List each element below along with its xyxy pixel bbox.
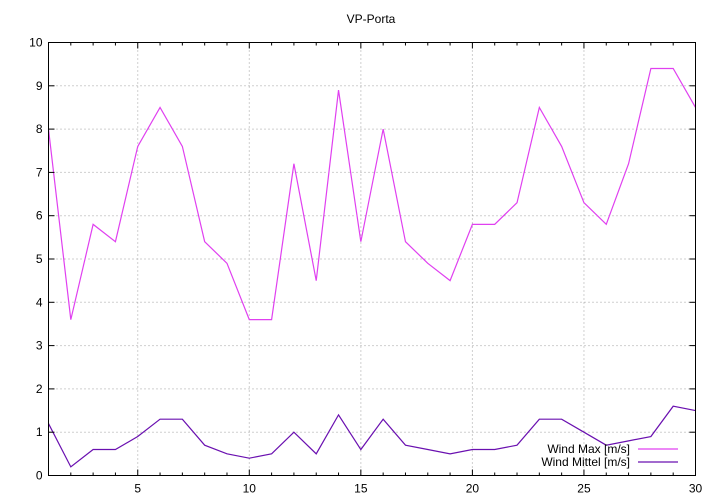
y-tick-label: 9 (36, 79, 43, 93)
legend: Wind Max [m/s]Wind Mittel [m/s] (541, 442, 678, 469)
y-tick-label: 6 (36, 209, 43, 223)
legend-label-wind-mittel: Wind Mittel [m/s] (541, 455, 630, 469)
y-tick-label: 10 (29, 36, 43, 50)
y-tick-label: 1 (36, 425, 43, 439)
y-tick-label: 8 (36, 122, 43, 136)
x-tick-label: 5 (134, 482, 141, 496)
series-line-wind-mittel (47, 405, 696, 468)
x-tick-label: 30 (689, 482, 703, 496)
y-tick-label: 0 (36, 469, 43, 483)
x-tick-label: 25 (577, 482, 591, 496)
axis-ticks: 0 1 2 3 4 5 6 7 8 9 10 5 10 15 20 25 30 (29, 36, 702, 496)
series-line-wind-max (47, 67, 697, 321)
y-tick-label: 4 (36, 295, 43, 309)
x-tick-label: 15 (354, 482, 368, 496)
y-tick-label: 2 (36, 382, 43, 396)
x-tick-label: 10 (243, 482, 257, 496)
legend-label-wind-max: Wind Max [m/s] (547, 442, 630, 456)
grid-lines (48, 42, 696, 476)
y-tick-label: 7 (36, 165, 43, 179)
plot-frame (48, 42, 696, 476)
y-tick-label: 5 (36, 252, 43, 266)
y-tick-label: 3 (36, 339, 43, 353)
x-tick-label: 20 (466, 482, 480, 496)
chart-title: VP-Porta (347, 12, 396, 26)
series-lines (47, 67, 697, 468)
